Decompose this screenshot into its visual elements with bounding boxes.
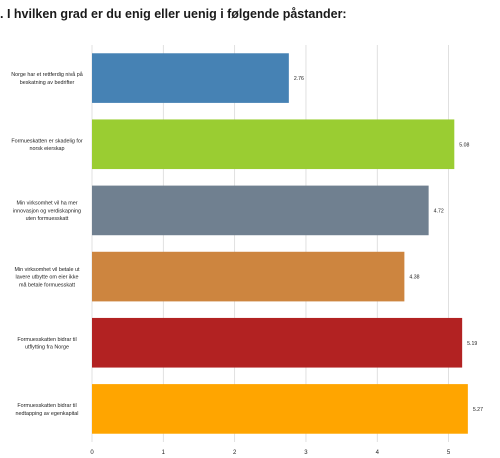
x-tick-label: 5 [447,450,451,456]
data-label: 2.76 [294,76,304,82]
y-tick-label: Min virksomhet vil betale ut lavere utbyt… [14,267,80,289]
data-label: 4.38 [409,275,419,281]
x-tick-label: 1 [162,450,166,456]
x-tick-label: 2 [233,450,237,456]
bar [92,185,429,236]
data-label: 5.19 [467,341,477,347]
bar [92,384,468,434]
y-tick-label: Min virksomhet vil ha mer innovasjon og v… [13,201,81,223]
y-tick-label: Formuesskatten bidrar til nedtapping av e… [16,403,79,417]
bar [92,53,289,103]
x-tick-label: 4 [376,450,380,456]
y-tick-label: Formuesskatten bidrar til utflytting fra … [17,337,76,351]
x-tick-label: 3 [304,450,308,456]
bar [92,317,463,368]
x-tick-label: 0 [90,450,94,456]
data-label: 5.08 [459,142,469,148]
bar [92,251,405,302]
bar [92,119,455,170]
y-tick-label: Norge har et rettferdig nivå på beskatnin… [11,71,83,86]
y-tick-label: Formueskatten er skadelig for norsk eiers… [11,138,83,152]
chart-title: . I hvilken grad er du enig eller uenig … [0,7,347,21]
data-label: 5.27 [473,407,483,413]
data-label: 4.72 [434,208,444,214]
